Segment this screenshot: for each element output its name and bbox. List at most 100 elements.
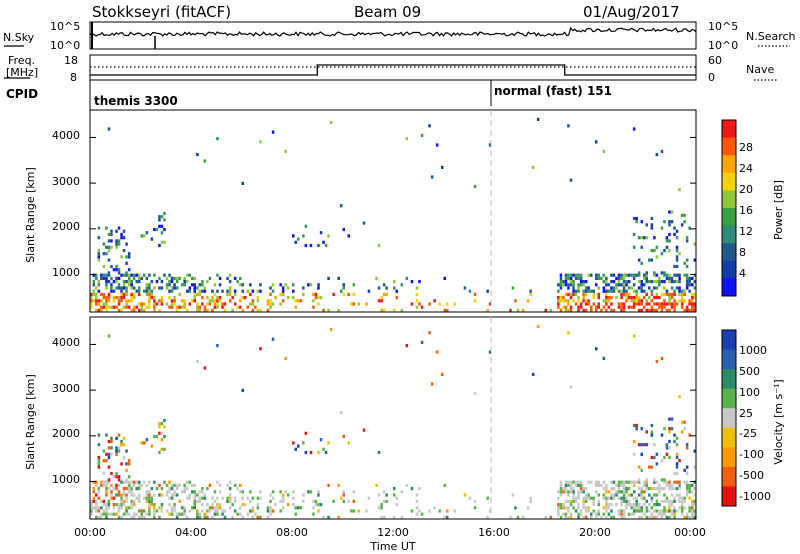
power-cell [443,276,446,280]
velocity-cell [97,443,101,447]
velocity-cell [110,512,113,516]
power-cell [617,283,621,287]
power-cell [241,289,244,293]
power-cell [693,242,696,246]
velocity-cell [617,490,621,494]
power-cell [655,255,659,259]
velocity-cell [574,509,578,513]
velocity-cell [595,347,598,351]
velocity-cell [653,515,656,519]
power-cell [170,286,174,290]
velocity-cell [125,493,128,497]
power-cell [312,299,315,303]
power-cell [428,302,431,306]
velocity-cell [203,515,207,519]
power-cell [622,276,626,280]
power-cell [117,276,121,280]
velocity-cell [572,487,575,491]
velocity-cell [650,423,654,428]
velocity-cell [122,493,126,497]
power-cell [340,289,343,293]
power-cell [557,289,560,293]
power-cell [175,308,179,312]
velocity-cell [191,506,194,510]
velocity-cell [105,490,108,494]
velocity-cell [92,496,95,500]
power-cell [178,276,181,280]
velocity-cell [226,483,229,487]
x-tick-2: 04:00 [175,526,207,539]
power-cell [605,292,608,296]
velocity-cell [688,496,691,500]
velocity-cell [582,487,585,491]
velocity-cell [557,496,560,500]
velocity-cell [115,475,118,479]
power-cell [299,299,303,303]
velocity-cell [602,493,606,497]
velocity-cell [145,490,149,494]
power-cell [138,292,141,296]
power-cell [579,305,583,309]
power-cell [433,299,436,303]
velocity-cell [675,452,679,456]
velocity-cell [597,493,600,497]
velocity-cell [304,431,308,435]
power-cell [415,305,419,309]
power-cell [688,308,691,312]
power-cell [327,234,330,238]
power-cell [627,280,631,284]
velocity-cell [110,452,113,456]
power-cell [117,268,121,272]
power-cell [102,252,106,256]
power-cell [622,289,626,293]
power-cell [148,296,151,300]
power-cell [648,302,651,306]
velocity-cell [630,480,633,484]
power-cell [112,280,116,284]
power-cell [668,223,671,227]
power-cell [655,286,659,290]
power-cell [138,273,141,277]
velocity-cell [635,499,638,503]
velocity-cell [90,499,93,503]
power-cell [160,240,164,244]
velocity-cell [251,509,255,513]
velocity-cell [107,455,111,460]
power-cell [648,308,651,312]
velocity-cell [562,512,565,516]
power-cell [648,280,651,284]
power-cell [625,273,628,277]
power-cell [640,286,643,290]
velocity-cell [632,452,636,456]
power-cell [602,299,606,303]
velocity-cell [246,512,249,516]
velocity-cell [615,483,618,487]
power-cell [153,308,156,312]
velocity-cell [691,499,694,503]
power-cell [193,283,196,287]
x-tick-6: 20:00 [579,526,611,539]
power-cell [685,276,689,280]
power-cell [637,273,641,277]
velocity-cell [92,480,95,484]
power-cell [577,299,580,303]
power-cell [660,149,664,153]
power-cell [597,305,600,309]
power-cell [640,245,643,249]
power-cell [228,299,232,303]
power-cell [663,280,666,284]
velocity-cell [400,490,404,494]
velocity-cell [117,490,121,494]
power-cell [663,302,666,306]
velocity-cell [600,483,603,487]
power-cbar-tick-3: 20 [739,183,753,196]
velocity-cell [620,503,623,507]
power-cell [668,276,671,280]
power-cell [180,283,184,287]
power-cell [595,140,598,144]
velocity-cell [640,427,643,431]
velocity-cell [107,465,111,469]
velocity-cell [597,480,600,484]
velocity-cell [125,506,128,510]
velocity-cell [630,512,633,516]
